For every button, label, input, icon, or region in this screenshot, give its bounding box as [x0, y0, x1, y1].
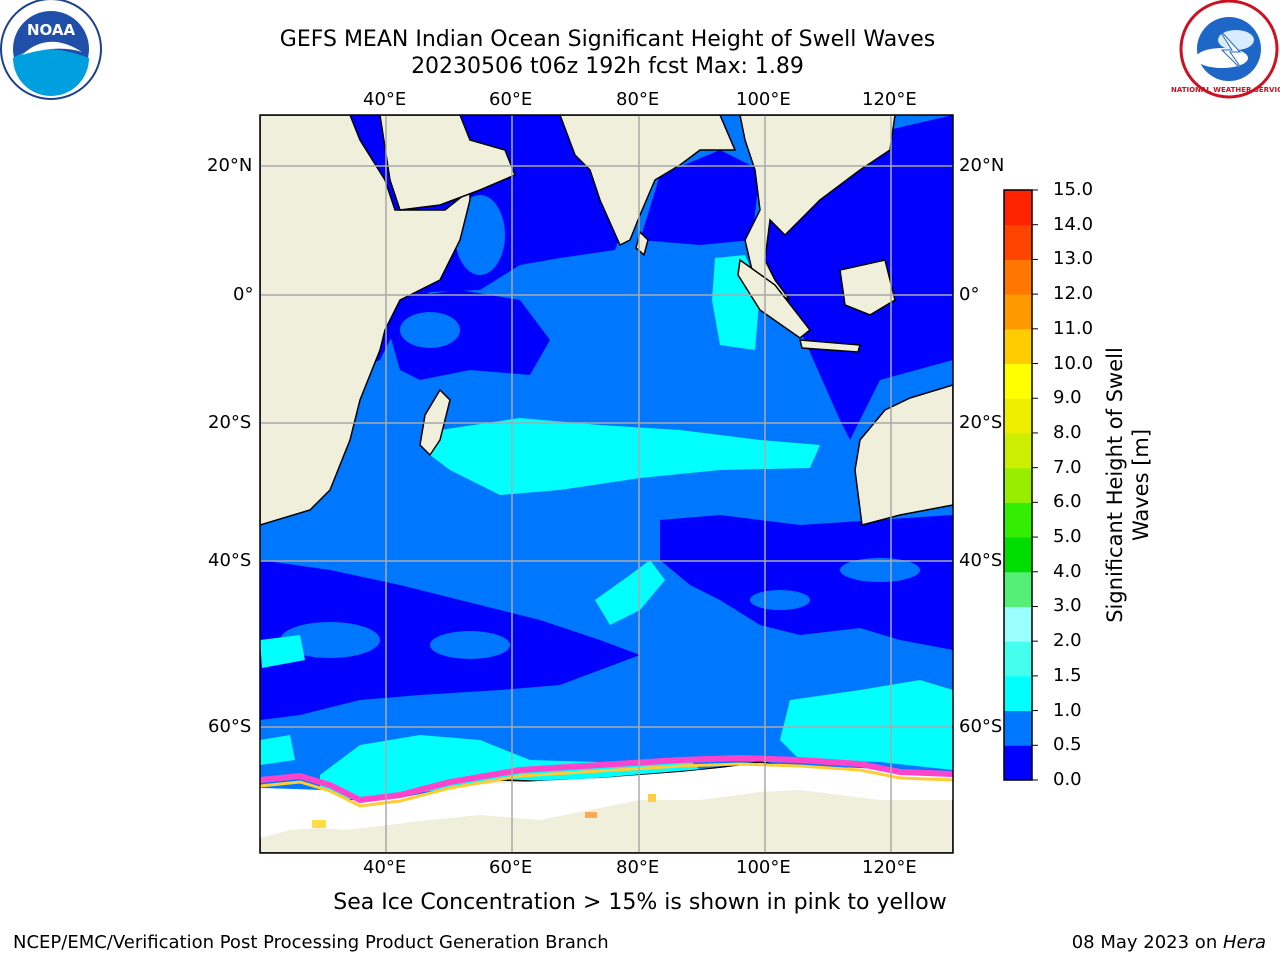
- lon-label-bottom-100e: 100°E: [736, 857, 791, 878]
- lon-label-top-60e: 60°E: [489, 89, 533, 110]
- lat-label-left-0: 0°: [233, 284, 254, 305]
- nws-logo-text: NATIONAL WEATHER SERVICE: [1171, 86, 1280, 94]
- colorbar-tick-label: 14.0: [1053, 213, 1094, 235]
- colorbar-tick-label: 1.5: [1053, 664, 1082, 686]
- colorbar-segment: [1004, 398, 1032, 434]
- ocean-cyan-regions: [260, 255, 953, 800]
- land-masses: [260, 115, 953, 853]
- ocean-mid-patches: [280, 195, 920, 659]
- nws-logo: NATIONAL WEATHER SERVICE: [1171, 0, 1280, 99]
- colorbar-segment: [1004, 294, 1032, 330]
- lon-label-bottom-60e: 60°E: [489, 857, 533, 878]
- colorbar-tick-label: 12.0: [1053, 283, 1094, 305]
- colorbar-segment: [1004, 675, 1032, 712]
- colorbar-frame: [1003, 189, 1033, 781]
- colorbar-segment: [1004, 502, 1032, 538]
- colorbar-tick-label: 5.0: [1053, 526, 1082, 548]
- noaa-logo-text: NOAA: [27, 21, 76, 39]
- colorbar-tick-label: 0.5: [1053, 734, 1082, 756]
- colorbar-segment: [1004, 259, 1032, 295]
- colorbar-segment: [1004, 710, 1032, 746]
- footer-host: Hera: [1222, 932, 1266, 953]
- colorbar-title-line2: Waves [m]: [1129, 428, 1153, 542]
- colorbar-segment: [1004, 641, 1032, 677]
- lat-label-left-20s: 20°S: [208, 412, 252, 433]
- colorbar-tick-label: 11.0: [1053, 317, 1094, 339]
- sea-ice-caption: Sea Ice Concentration > 15% is shown in …: [333, 890, 947, 915]
- colorbar-tick-label: 6.0: [1053, 491, 1082, 513]
- colorbar-segment: [1004, 571, 1032, 607]
- colorbar-segment: [1004, 537, 1032, 573]
- lon-label-bottom-80e: 80°E: [616, 857, 660, 878]
- colorbar-segment: [1004, 467, 1032, 503]
- colorbar-tick-label: 13.0: [1053, 248, 1094, 270]
- colorbar-segment: [1004, 363, 1032, 399]
- lat-label-left-60s: 60°S: [208, 716, 252, 737]
- colorbar-segment: [1004, 432, 1032, 469]
- colorbar-tick-label: 4.0: [1053, 560, 1082, 582]
- colorbar-segment: [1004, 328, 1032, 365]
- noaa-logo: NOAA: [0, 0, 102, 100]
- colorbar-segment: [1004, 190, 1032, 226]
- lon-label-top-120e: 120°E: [862, 89, 917, 110]
- lat-label-right-0: 0°: [959, 284, 980, 305]
- lat-label-left-20n: 20°N: [207, 155, 253, 176]
- colorbar-segment: [1004, 745, 1032, 781]
- sea-ice-edge: [260, 754, 953, 828]
- colorbar-segment: [1004, 606, 1032, 642]
- colorbar-tick-label: 7.0: [1053, 456, 1082, 478]
- footer-right: 08 May 2023 on Hera: [1072, 932, 1266, 953]
- lat-label-right-40s: 40°S: [959, 550, 1003, 571]
- lat-label-left-40s: 40°S: [208, 550, 252, 571]
- colorbar-tick-label: 1.0: [1053, 699, 1082, 721]
- colorbar-tick-label: 3.0: [1053, 595, 1082, 617]
- footer-date: 08 May 2023 on: [1071, 932, 1223, 953]
- colorbar-tick-label: 10.0: [1053, 352, 1094, 374]
- lon-label-top-40e: 40°E: [363, 89, 407, 110]
- map-area: [260, 115, 953, 853]
- colorbar-tick-label: 9.0: [1053, 387, 1082, 409]
- colorbar-tick-label: 15.0: [1053, 179, 1094, 200]
- lat-label-right-60s: 60°S: [959, 716, 1003, 737]
- lat-label-right-20s: 20°S: [959, 412, 1003, 433]
- lon-label-bottom-120e: 120°E: [862, 857, 917, 878]
- colorbar: [1003, 189, 1038, 781]
- map-title-line1: GEFS MEAN Indian Ocean Significant Heigh…: [279, 27, 936, 52]
- footer-left: NCEP/EMC/Verification Post Processing Pr…: [13, 932, 609, 953]
- colorbar-title-line1: Significant Height of Swell: [1103, 347, 1127, 623]
- colorbar-tick-label: 8.0: [1053, 421, 1082, 443]
- lon-label-top-100e: 100°E: [736, 89, 791, 110]
- map-title-line2: 20230506 t06z 192h fcst Max: 1.89: [411, 54, 804, 79]
- colorbar-segment: [1004, 224, 1032, 260]
- lon-label-bottom-40e: 40°E: [363, 857, 407, 878]
- lon-label-top-80e: 80°E: [616, 89, 660, 110]
- colorbar-tick-label: 2.0: [1053, 630, 1082, 652]
- colorbar-tick-label: 0.0: [1053, 769, 1082, 790]
- map-gridlines: [260, 115, 953, 853]
- sea-ice-white: [260, 766, 953, 838]
- lat-label-right-20n: 20°N: [959, 155, 1005, 176]
- map-frame: [259, 114, 954, 854]
